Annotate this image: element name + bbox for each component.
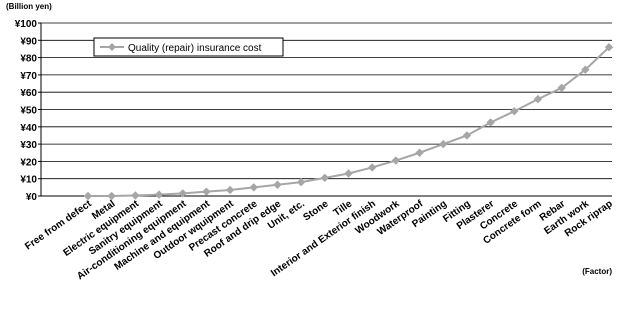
data-point: [557, 83, 566, 93]
y-tick-label: ¥60: [20, 88, 37, 99]
x-tick-label: Stone: [301, 198, 330, 223]
data-point: [486, 118, 495, 127]
data-point: [462, 131, 472, 140]
y-tick-label: ¥70: [20, 71, 37, 82]
x-unit-label: (Factor): [582, 267, 612, 276]
data-point: [107, 191, 116, 201]
data-point: [533, 94, 543, 104]
y-tick-label: ¥100: [15, 19, 38, 30]
y-tick-label: ¥40: [20, 123, 37, 134]
data-point: [225, 185, 235, 195]
y-tick-labels: ¥0 ¥10 ¥20 ¥30 ¥40 ¥50 ¥60 ¥70 ¥80 ¥90 ¥100: [15, 19, 38, 203]
data-point: [367, 163, 377, 172]
data-point: [344, 169, 353, 178]
data-point: [154, 190, 164, 199]
data-point: [391, 156, 401, 165]
y-tick-label: ¥10: [20, 175, 37, 186]
y-tick-label: ¥30: [20, 140, 37, 151]
data-point: [581, 65, 590, 74]
legend: Quality (repair) insurance cost: [93, 37, 284, 57]
data-point: [510, 107, 519, 116]
data-point: [296, 177, 306, 187]
y-tick-label: ¥50: [20, 106, 37, 117]
y-tick-label: ¥80: [20, 54, 37, 65]
data-point: [202, 187, 211, 196]
series-layer: [83, 43, 614, 201]
y-unit-label: (Billion yen): [6, 2, 52, 11]
legend-marker-swatch: [108, 43, 116, 51]
data-point: [249, 183, 258, 192]
data-point: [178, 189, 187, 198]
data-point: [439, 139, 448, 149]
data-point: [604, 43, 614, 52]
data-point: [83, 191, 93, 201]
data-point: [131, 191, 140, 200]
data-point: [320, 173, 330, 183]
y-tick-label: ¥20: [20, 157, 37, 168]
y-tick-label: ¥90: [20, 36, 37, 47]
y-tick-label: ¥0: [26, 192, 38, 203]
legend-label: Quality (repair) insurance cost: [128, 43, 262, 54]
data-point: [273, 180, 282, 189]
data-point: [415, 148, 424, 157]
legend-box: [93, 37, 284, 57]
